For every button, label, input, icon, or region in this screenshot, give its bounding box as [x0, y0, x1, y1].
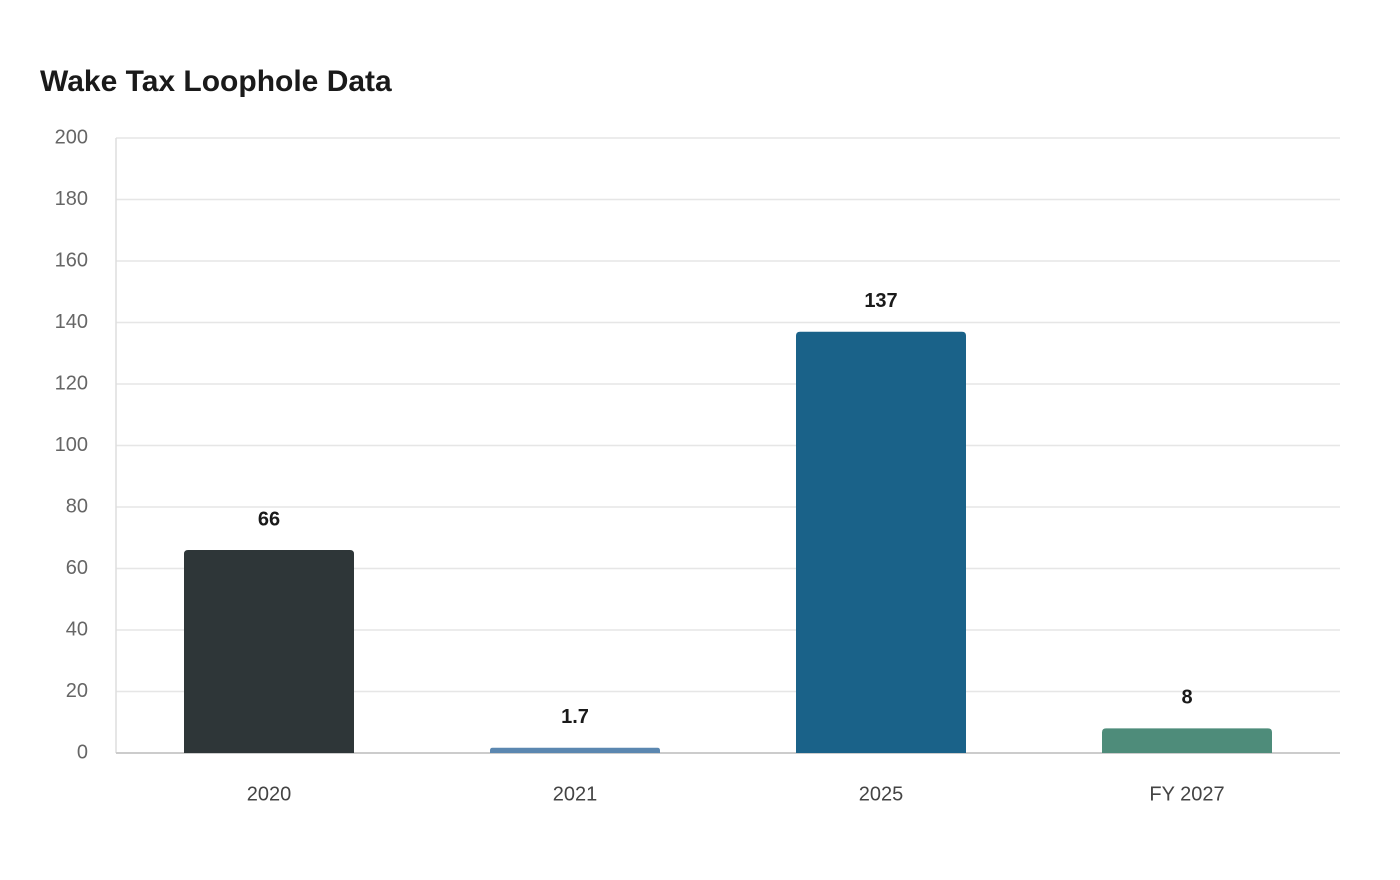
y-tick-label: 80 [66, 495, 88, 517]
y-tick-label: 140 [55, 311, 88, 333]
y-tick-label: 180 [55, 188, 88, 210]
value-label: 1.7 [561, 706, 589, 728]
x-tick-label: 2020 [247, 783, 292, 805]
y-tick-label: 200 [55, 126, 88, 148]
y-tick-label: 60 [66, 557, 88, 579]
bar [184, 550, 354, 753]
x-tick-label: 2025 [859, 783, 904, 805]
bar [1102, 728, 1272, 753]
y-tick-label: 0 [77, 741, 88, 763]
value-label: 66 [258, 508, 280, 530]
y-tick-label: 100 [55, 434, 88, 456]
value-label: 137 [864, 290, 897, 312]
y-tick-label: 40 [66, 618, 88, 640]
x-tick-label: 2021 [553, 783, 598, 805]
x-tick-label: FY 2027 [1149, 783, 1224, 805]
value-label: 8 [1181, 687, 1192, 709]
y-tick-label: 120 [55, 372, 88, 394]
y-tick-label: 20 [66, 680, 88, 702]
bar [490, 747, 660, 753]
bar [796, 331, 966, 753]
y-tick-label: 160 [55, 249, 88, 271]
chart-title: Wake Tax Loophole Data [40, 65, 392, 98]
